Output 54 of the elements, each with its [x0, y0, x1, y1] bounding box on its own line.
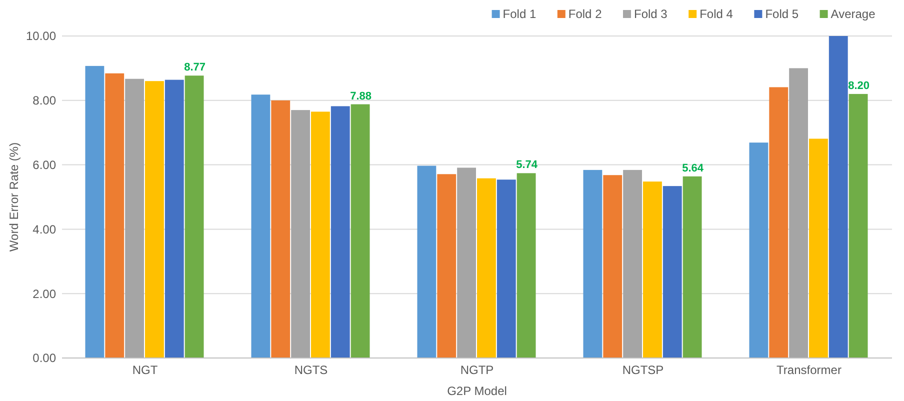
- y-tick-label: 10.00: [26, 29, 56, 44]
- bar: [789, 68, 808, 358]
- bar: [437, 174, 456, 358]
- bar: [271, 100, 290, 358]
- bar: [496, 180, 516, 358]
- bar: [516, 173, 536, 358]
- legend-label: Fold 3: [634, 7, 668, 22]
- data-label: 5.64: [682, 162, 704, 174]
- bar: [125, 78, 144, 358]
- legend-label: Fold 1: [502, 7, 536, 22]
- bar: [457, 168, 476, 358]
- bar: [85, 66, 104, 358]
- bar: [809, 138, 828, 358]
- data-label: 8.20: [848, 80, 870, 92]
- y-tick-label: 8.00: [32, 94, 56, 108]
- bar: [662, 186, 682, 358]
- bar: [417, 166, 436, 358]
- x-tick-label: Transformer: [776, 363, 842, 377]
- y-tick-label: 2.00: [32, 286, 56, 301]
- bar: [848, 94, 868, 358]
- x-axis-title: G2P Model: [447, 384, 507, 398]
- x-tick-label: NGTS: [294, 363, 328, 377]
- y-tick-label: 6.00: [32, 158, 56, 172]
- bar: [311, 112, 330, 358]
- bar: [623, 170, 642, 358]
- data-label: 8.77: [184, 62, 206, 74]
- data-label: 5.74: [516, 159, 538, 172]
- y-axis-title: Word Error Rate (%): [7, 142, 21, 252]
- bar: [184, 76, 204, 358]
- bar: [828, 36, 848, 358]
- bar: [251, 94, 270, 358]
- x-tick-label: NGTP: [460, 363, 494, 377]
- data-label: 7.88: [350, 90, 372, 102]
- legend-label: Average: [830, 7, 876, 22]
- bar: [330, 106, 350, 358]
- bar: [643, 182, 662, 358]
- bar: [350, 104, 370, 358]
- bar: [769, 87, 788, 358]
- bar: [583, 170, 602, 358]
- legend-label: Fold 5: [765, 7, 799, 22]
- legend-label: Fold 2: [568, 7, 602, 22]
- y-tick-label: 4.00: [32, 222, 56, 236]
- bar: [105, 73, 124, 358]
- bar: [477, 178, 496, 358]
- bar: [682, 176, 702, 358]
- bar: [145, 81, 164, 358]
- bar: [603, 175, 622, 358]
- bar: [291, 110, 310, 358]
- legend-label: Fold 4: [700, 7, 734, 22]
- bar: [164, 80, 184, 358]
- x-tick-label: NGT: [132, 363, 158, 377]
- x-tick-label: NGTSP: [622, 363, 664, 377]
- y-tick-label: 0.00: [32, 351, 56, 366]
- bar: [749, 142, 768, 358]
